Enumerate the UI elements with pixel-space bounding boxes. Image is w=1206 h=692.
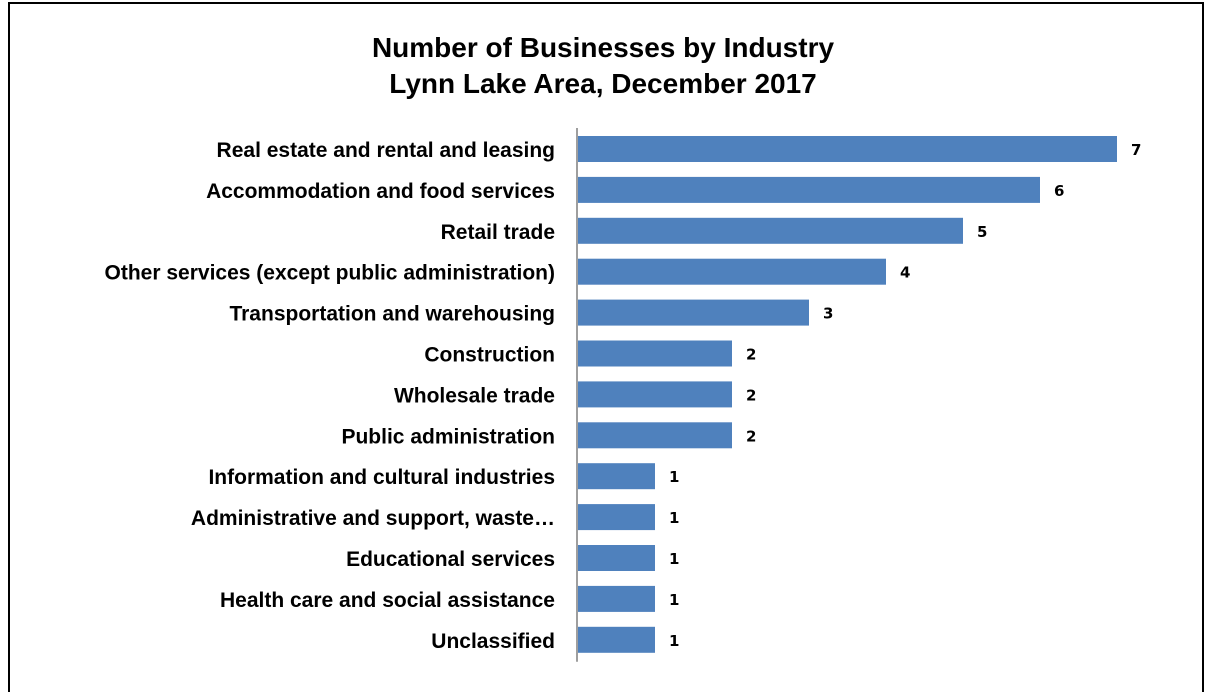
category-label-5: Construction: [424, 344, 555, 367]
data-label-3: 4: [900, 264, 910, 282]
data-label-5: 2: [746, 346, 756, 364]
bar-6: [578, 381, 732, 408]
category-label-1: Accommodation and food services: [206, 180, 555, 203]
chart-title: Number of Businesses by Industry: [371, 32, 835, 63]
bar-3: [578, 258, 886, 285]
data-label-12: 1: [669, 632, 679, 650]
data-label-4: 3: [823, 305, 833, 323]
category-label-11: Health care and social assistance: [220, 589, 555, 612]
bar-9: [578, 504, 655, 531]
bar-12: [578, 626, 655, 653]
data-label-7: 2: [746, 427, 756, 445]
bar-11: [578, 585, 655, 612]
bar-1: [578, 176, 1040, 203]
category-label-3: Other services (except public administra…: [105, 262, 555, 285]
data-label-2: 5: [977, 223, 987, 241]
category-label-7: Public administration: [341, 425, 555, 448]
category-label-2: Retail trade: [441, 221, 555, 244]
data-label-11: 1: [669, 591, 679, 609]
category-label-4: Transportation and warehousing: [229, 303, 555, 326]
category-label-12: Unclassified: [431, 630, 555, 653]
data-label-1: 6: [1054, 182, 1064, 200]
category-label-10: Educational services: [346, 548, 555, 571]
data-label-6: 2: [746, 386, 756, 404]
chart-subtitle: Lynn Lake Area, December 2017: [389, 68, 817, 99]
category-label-9: Administrative and support, waste…: [191, 507, 555, 530]
bar-5: [578, 340, 732, 367]
data-label-9: 1: [669, 509, 679, 527]
bars-group: Real estate and rental and leasing 7 Accom…: [105, 136, 1141, 653]
bar-4: [578, 299, 809, 326]
bar-8: [578, 463, 655, 490]
category-label-0: Real estate and rental and leasing: [217, 139, 555, 162]
bar-7: [578, 422, 732, 449]
bar-10: [578, 545, 655, 571]
category-label-8: Information and cultural industries: [208, 466, 555, 489]
bar-0: [578, 136, 1117, 162]
category-label-6: Wholesale trade: [394, 384, 555, 407]
data-label-10: 1: [669, 550, 679, 568]
data-label-8: 1: [669, 468, 679, 486]
data-label-0: 7: [1131, 141, 1141, 159]
bar-2: [578, 217, 963, 244]
